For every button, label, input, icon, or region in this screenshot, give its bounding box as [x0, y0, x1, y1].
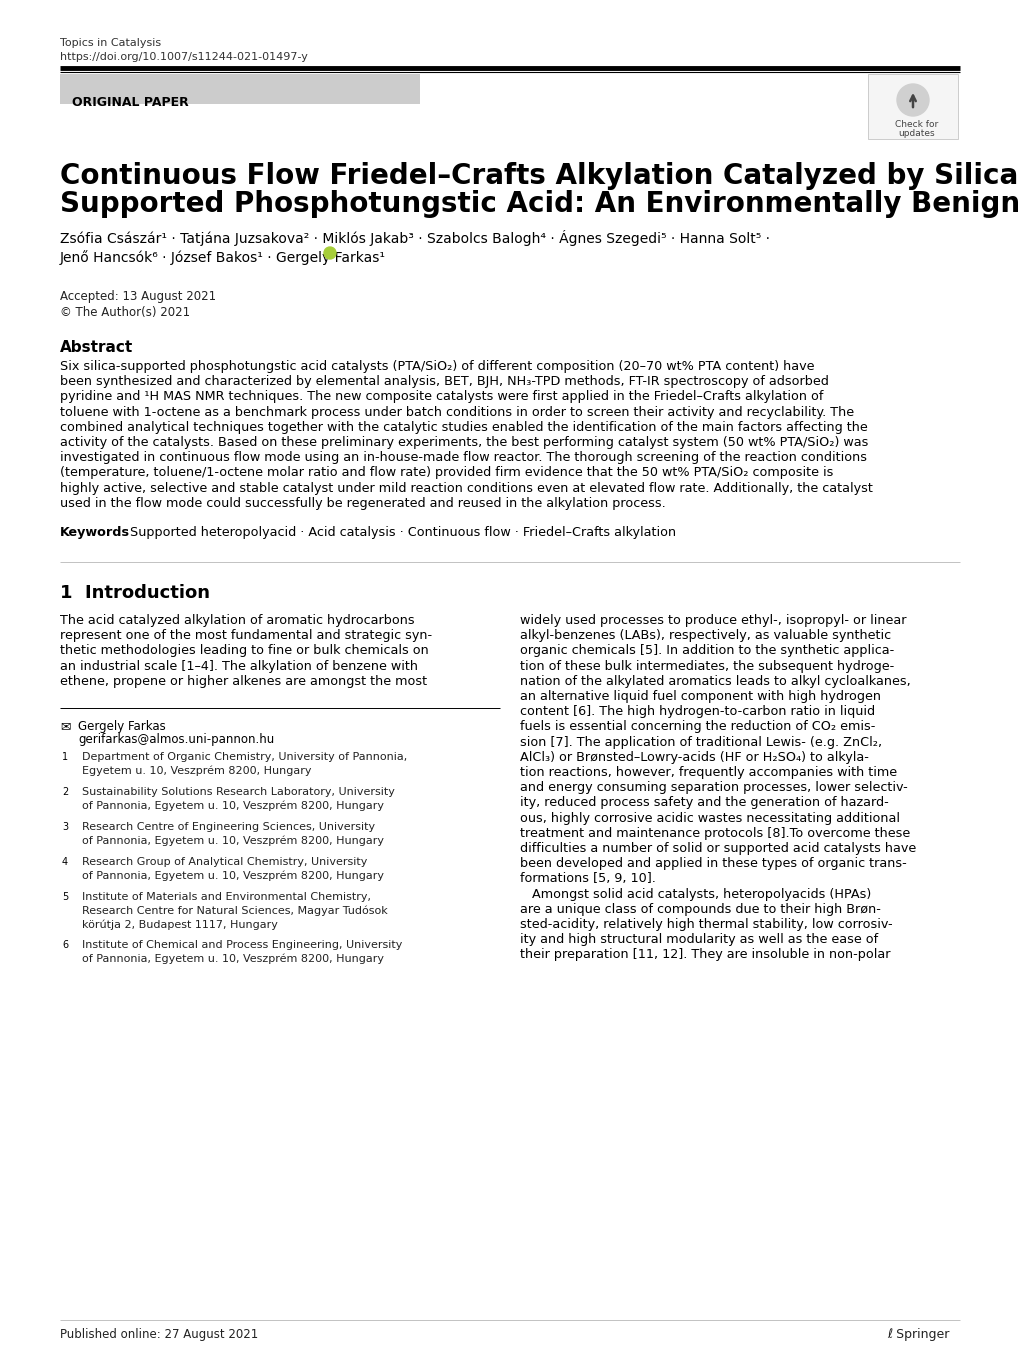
Text: Institute of Chemical and Process Engineering, University: Institute of Chemical and Process Engine… — [82, 940, 401, 950]
Text: Supported heteropolyacid · Acid catalysis · Continuous flow · Friedel–Crafts alk: Supported heteropolyacid · Acid catalysi… — [122, 526, 676, 539]
Text: Department of Organic Chemistry, University of Pannonia,: Department of Organic Chemistry, Univers… — [82, 752, 407, 762]
Text: Abstract: Abstract — [60, 340, 133, 355]
Text: of Pannonia, Egyetem u. 10, Veszprém 8200, Hungary: of Pannonia, Egyetem u. 10, Veszprém 820… — [82, 836, 383, 846]
Text: Amongst solid acid catalysts, heteropolyacids (HPAs): Amongst solid acid catalysts, heteropoly… — [520, 888, 870, 901]
Text: ✉: ✉ — [60, 720, 70, 733]
Text: Continuous Flow Friedel–Crafts Alkylation Catalyzed by Silica: Continuous Flow Friedel–Crafts Alkylatio… — [60, 163, 1017, 190]
Text: Accepted: 13 August 2021: Accepted: 13 August 2021 — [60, 290, 216, 304]
Text: combined analytical techniques together with the catalytic studies enabled the i: combined analytical techniques together … — [60, 421, 867, 434]
Text: fuels is essential concerning the reduction of CO₂ emis-: fuels is essential concerning the reduct… — [520, 721, 874, 733]
Text: their preparation [11, 12]. They are insoluble in non-polar: their preparation [11, 12]. They are ins… — [520, 948, 890, 962]
Text: (temperature, toluene/1-octene molar ratio and flow rate) provided firm evidence: (temperature, toluene/1-octene molar rat… — [60, 466, 833, 480]
Text: been developed and applied in these types of organic trans-: been developed and applied in these type… — [520, 858, 906, 870]
Text: 2: 2 — [62, 787, 68, 797]
Text: activity of the catalysts. Based on these preliminary experiments, the best perf: activity of the catalysts. Based on thes… — [60, 436, 867, 449]
Text: of Pannonia, Egyetem u. 10, Veszprém 8200, Hungary: of Pannonia, Egyetem u. 10, Veszprém 820… — [82, 870, 383, 881]
Text: 5: 5 — [62, 892, 68, 902]
Text: Gergely Farkas: Gergely Farkas — [77, 720, 166, 733]
Text: toluene with 1-octene as a benchmark process under batch conditions in order to : toluene with 1-octene as a benchmark pro… — [60, 405, 853, 419]
Text: of Pannonia, Egyetem u. 10, Veszprém 8200, Hungary: of Pannonia, Egyetem u. 10, Veszprém 820… — [82, 954, 383, 965]
Text: Six silica-supported phosphotungstic acid catalysts (PTA/SiO₂) of different comp: Six silica-supported phosphotungstic aci… — [60, 360, 814, 373]
Text: are a unique class of compounds due to their high Brøn-: are a unique class of compounds due to t… — [520, 902, 880, 916]
Text: ℓ Springer: ℓ Springer — [887, 1328, 949, 1341]
Text: ous, highly corrosive acidic wastes necessitating additional: ous, highly corrosive acidic wastes nece… — [520, 812, 899, 825]
Text: Egyetem u. 10, Veszprém 8200, Hungary: Egyetem u. 10, Veszprém 8200, Hungary — [82, 766, 311, 776]
FancyBboxPatch shape — [867, 75, 957, 140]
Text: content [6]. The high hydrogen-to-carbon ratio in liquid: content [6]. The high hydrogen-to-carbon… — [520, 705, 874, 718]
Text: tion of these bulk intermediates, the subsequent hydroge-: tion of these bulk intermediates, the su… — [520, 660, 894, 672]
Text: an alternative liquid fuel component with high hydrogen: an alternative liquid fuel component wit… — [520, 690, 880, 703]
Text: iD: iD — [326, 257, 335, 267]
Text: AlCl₃) or Brønsted–Lowry-acids (HF or H₂SO₄) to alkyla-: AlCl₃) or Brønsted–Lowry-acids (HF or H₂… — [520, 751, 868, 764]
Text: Check for: Check for — [894, 121, 937, 129]
Text: Research Centre of Engineering Sciences, University: Research Centre of Engineering Sciences,… — [82, 822, 375, 832]
Text: sted-acidity, relatively high thermal stability, low corrosiv-: sted-acidity, relatively high thermal st… — [520, 917, 892, 931]
Text: https://doi.org/10.1007/s11244-021-01497-y: https://doi.org/10.1007/s11244-021-01497… — [60, 51, 308, 62]
Text: updates: updates — [897, 129, 933, 138]
Text: sion [7]. The application of traditional Lewis- (e.g. ZnCl₂,: sion [7]. The application of traditional… — [520, 736, 881, 748]
Text: Jenő Hancsók⁶ · József Bakos¹ · Gergely Farkas¹: Jenő Hancsók⁶ · József Bakos¹ · Gergely … — [60, 251, 385, 264]
Text: treatment and maintenance protocols [8].To overcome these: treatment and maintenance protocols [8].… — [520, 827, 909, 840]
Text: © The Author(s) 2021: © The Author(s) 2021 — [60, 306, 190, 318]
Text: Topics in Catalysis: Topics in Catalysis — [60, 38, 161, 47]
Text: körútja 2, Budapest 1117, Hungary: körútja 2, Budapest 1117, Hungary — [82, 919, 277, 930]
Text: difficulties a number of solid or supported acid catalysts have: difficulties a number of solid or suppor… — [520, 841, 915, 855]
Text: tion reactions, however, frequently accompanies with time: tion reactions, however, frequently acco… — [520, 766, 897, 779]
Text: 4: 4 — [62, 856, 68, 867]
Text: Keywords: Keywords — [60, 526, 129, 539]
Text: Research Centre for Natural Sciences, Magyar Tudósok: Research Centre for Natural Sciences, Ma… — [82, 905, 387, 916]
Text: 1  Introduction: 1 Introduction — [60, 584, 210, 602]
Text: organic chemicals [5]. In addition to the synthetic applica-: organic chemicals [5]. In addition to th… — [520, 645, 894, 657]
Text: used in the flow mode could successfully be regenerated and reused in the alkyla: used in the flow mode could successfully… — [60, 497, 665, 509]
Text: and energy consuming separation processes, lower selectiv-: and energy consuming separation processe… — [520, 782, 907, 794]
Text: 1: 1 — [62, 752, 68, 762]
Text: Institute of Materials and Environmental Chemistry,: Institute of Materials and Environmental… — [82, 892, 371, 902]
Text: ity, reduced process safety and the generation of hazard-: ity, reduced process safety and the gene… — [520, 797, 888, 809]
Text: Published online: 27 August 2021: Published online: 27 August 2021 — [60, 1328, 258, 1341]
Text: investigated in continuous flow mode using an in-house-made flow reactor. The th: investigated in continuous flow mode usi… — [60, 451, 866, 465]
Text: formations [5, 9, 10].: formations [5, 9, 10]. — [520, 873, 655, 885]
Text: widely used processes to produce ethyl-, isopropyl- or linear: widely used processes to produce ethyl-,… — [520, 614, 906, 627]
Text: ethene, propene or higher alkenes are amongst the most: ethene, propene or higher alkenes are am… — [60, 675, 427, 688]
Text: 6: 6 — [62, 940, 68, 950]
Text: pyridine and ¹H MAS NMR techniques. The new composite catalysts were first appli: pyridine and ¹H MAS NMR techniques. The … — [60, 390, 822, 404]
Circle shape — [896, 84, 928, 117]
Text: ORIGINAL PAPER: ORIGINAL PAPER — [72, 96, 189, 108]
Text: Sustainability Solutions Research Laboratory, University: Sustainability Solutions Research Labora… — [82, 787, 394, 797]
Text: thetic methodologies leading to fine or bulk chemicals on: thetic methodologies leading to fine or … — [60, 645, 428, 657]
Text: 3: 3 — [62, 822, 68, 832]
Text: of Pannonia, Egyetem u. 10, Veszprém 8200, Hungary: of Pannonia, Egyetem u. 10, Veszprém 820… — [82, 801, 383, 812]
Text: Research Group of Analytical Chemistry, University: Research Group of Analytical Chemistry, … — [82, 856, 367, 867]
Text: represent one of the most fundamental and strategic syn-: represent one of the most fundamental an… — [60, 629, 432, 642]
Text: Zsófia Császár¹ · Tatjána Juzsakova² · Miklós Jakab³ · Szabolcs Balogh⁴ · Ágnes : Zsófia Császár¹ · Tatjána Juzsakova² · M… — [60, 230, 769, 247]
Text: been synthesized and characterized by elemental analysis, BET, BJH, NH₃-TPD meth: been synthesized and characterized by el… — [60, 375, 828, 388]
Text: ity and high structural modularity as well as the ease of: ity and high structural modularity as we… — [520, 934, 877, 946]
Text: Supported Phosphotungstic Acid: An Environmentally Benign Process: Supported Phosphotungstic Acid: An Envir… — [60, 190, 1019, 218]
Text: gerifarkas@almos.uni-pannon.hu: gerifarkas@almos.uni-pannon.hu — [77, 733, 274, 747]
Text: an industrial scale [1–4]. The alkylation of benzene with: an industrial scale [1–4]. The alkylatio… — [60, 660, 418, 672]
Circle shape — [324, 247, 335, 259]
Text: highly active, selective and stable catalyst under mild reaction conditions even: highly active, selective and stable cata… — [60, 481, 872, 495]
Text: nation of the alkylated aromatics leads to alkyl cycloalkanes,: nation of the alkylated aromatics leads … — [520, 675, 910, 688]
Text: The acid catalyzed alkylation of aromatic hydrocarbons: The acid catalyzed alkylation of aromati… — [60, 614, 414, 627]
Text: alkyl-benzenes (LABs), respectively, as valuable synthetic: alkyl-benzenes (LABs), respectively, as … — [520, 629, 891, 642]
FancyBboxPatch shape — [60, 75, 420, 104]
